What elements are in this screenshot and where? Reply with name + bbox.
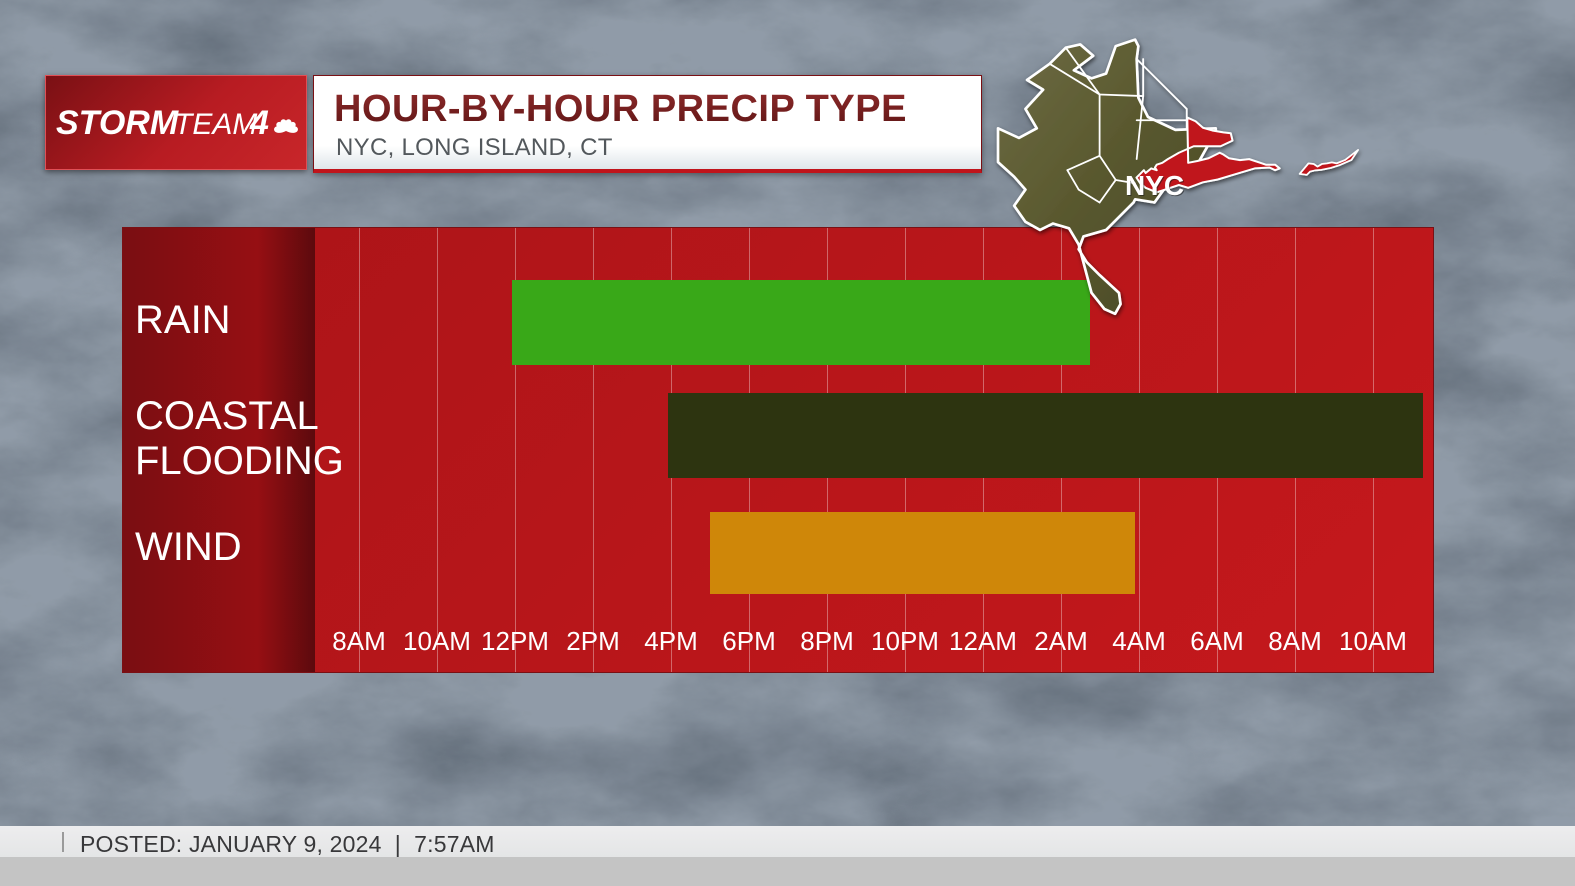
svg-text:STORM: STORM (56, 104, 179, 142)
svg-text:TEAM: TEAM (174, 108, 257, 141)
svg-text:4: 4 (249, 104, 269, 142)
